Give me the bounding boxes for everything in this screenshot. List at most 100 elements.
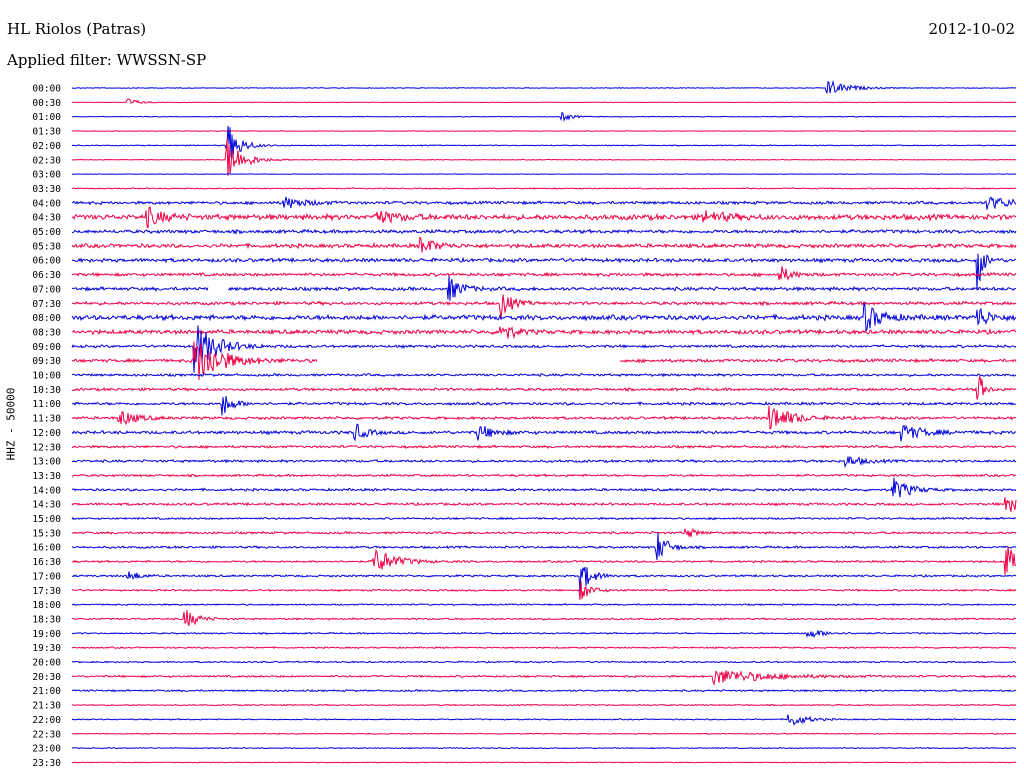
trace-line — [71, 688, 1016, 693]
trace-line — [72, 228, 1017, 235]
row-time-label: 17:30 — [32, 586, 61, 597]
row-time-label: 04:00 — [32, 198, 61, 209]
row-time-label: 14:30 — [32, 500, 61, 511]
row-time-label: 20:30 — [32, 672, 61, 683]
date-label: 2012-10-02 — [928, 20, 1015, 38]
trace-line — [71, 761, 1017, 764]
trace-line — [71, 326, 1017, 339]
row-time-label: 00:30 — [32, 98, 61, 109]
row-time-label: 00:00 — [32, 84, 61, 95]
trace-line — [71, 266, 1017, 281]
row-time-label: 14:00 — [32, 485, 61, 496]
trace-line — [71, 79, 1017, 94]
trace-line — [71, 732, 1016, 735]
trace-line — [71, 341, 318, 380]
row-time-label: 09:30 — [32, 356, 61, 367]
row-time-label: 13:00 — [32, 457, 61, 468]
station-title: HL Riolos (Patras) — [7, 20, 147, 38]
trace-line — [72, 473, 1017, 478]
row-time-label: 18:00 — [32, 600, 61, 611]
row-time-label: 15:00 — [32, 514, 61, 525]
trace-line — [71, 285, 209, 292]
trace-line — [71, 546, 1017, 575]
trace-line — [71, 528, 1017, 538]
trace-line — [71, 196, 1017, 210]
row-time-label: 11:00 — [32, 399, 61, 410]
row-time-label: 10:00 — [32, 371, 61, 382]
row-time-label: 15:30 — [32, 528, 61, 539]
trace-line — [71, 610, 1017, 626]
row-time-label: 23:30 — [32, 758, 61, 769]
row-time-label: 20:00 — [32, 658, 61, 669]
row-time-label: 12:00 — [32, 428, 61, 439]
trace-line — [71, 714, 1017, 726]
trace-line — [71, 603, 1017, 607]
trace-line — [71, 376, 1017, 400]
row-time-label: 19:30 — [32, 643, 61, 654]
row-time-label: 01:30 — [32, 127, 61, 138]
trace-line — [71, 294, 1017, 319]
row-time-label: 22:30 — [32, 729, 61, 740]
trace-line — [71, 253, 1017, 291]
trace-line — [71, 630, 1017, 638]
row-time-label: 19:00 — [32, 629, 61, 640]
row-time-label: 05:30 — [32, 241, 61, 252]
row-time-label: 16:30 — [32, 557, 61, 568]
trace-line — [71, 405, 1017, 430]
row-time-label: 22:00 — [32, 715, 61, 726]
trace-line — [71, 206, 1017, 229]
row-time-label: 21:00 — [32, 686, 61, 697]
row-time-label: 08:30 — [32, 327, 61, 338]
row-time-label: 06:30 — [32, 270, 61, 281]
trace-line — [72, 111, 1017, 123]
trace-line — [71, 302, 1017, 333]
row-time-label: 10:30 — [32, 385, 61, 396]
row-time-label: 21:30 — [32, 701, 61, 712]
row-time-label: 06:00 — [32, 256, 61, 267]
trace-line — [71, 325, 1017, 373]
trace-line — [72, 173, 1017, 175]
trace-line — [620, 357, 1017, 364]
row-time-label: 09:00 — [32, 342, 61, 353]
row-time-label: 16:00 — [32, 543, 61, 554]
row-time-label: 18:30 — [32, 614, 61, 625]
row-time-label: 04:30 — [32, 213, 61, 224]
trace-line — [71, 477, 1017, 498]
row-time-label: 08:00 — [32, 313, 61, 324]
trace-line — [71, 516, 1017, 521]
row-time-label: 01:00 — [32, 112, 61, 123]
row-time-label: 07:00 — [32, 284, 61, 295]
row-time-label: 02:30 — [32, 155, 61, 166]
row-time-label: 13:30 — [32, 471, 61, 482]
row-time-label: 23:00 — [32, 744, 61, 755]
trace-line — [71, 532, 1017, 561]
trace-line — [71, 566, 1017, 592]
row-time-label: 03:30 — [32, 184, 61, 195]
trace-line — [71, 670, 1017, 686]
trace-line — [71, 236, 1017, 253]
filter-label: Applied filter: WWSSN-SP — [7, 51, 207, 69]
trace-line — [71, 139, 1017, 177]
trace-line — [71, 646, 1017, 650]
row-time-label: 11:30 — [32, 414, 61, 425]
row-time-label: 17:00 — [32, 571, 61, 582]
row-time-label: 02:00 — [32, 141, 61, 152]
trace-line — [71, 444, 1016, 450]
trace-line — [72, 703, 1017, 707]
trace-line — [71, 497, 1017, 512]
trace-line — [71, 423, 1017, 442]
trace-line — [71, 130, 1017, 132]
trace-line — [71, 660, 1017, 664]
row-time-label: 05:00 — [32, 227, 61, 238]
trace-line — [72, 98, 1017, 104]
trace-line — [71, 456, 1017, 469]
trace-line — [71, 187, 1017, 190]
row-time-label: 03:00 — [32, 170, 61, 181]
trace-line — [71, 396, 1017, 416]
trace-line — [71, 372, 1017, 378]
trace-line — [71, 125, 1017, 159]
trace-line — [227, 275, 1017, 301]
row-time-label: 07:30 — [32, 299, 61, 310]
trace-line — [71, 580, 1017, 600]
